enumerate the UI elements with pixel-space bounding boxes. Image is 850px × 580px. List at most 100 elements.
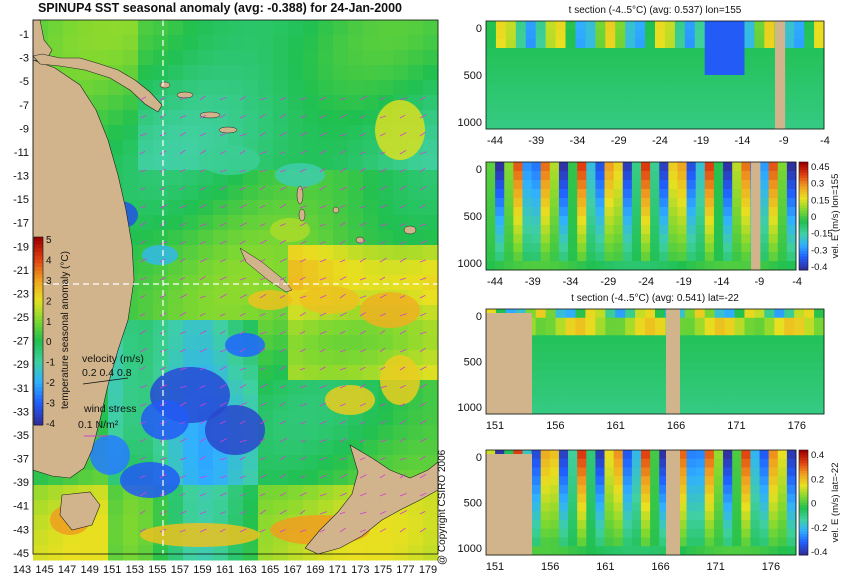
section-field-cell bbox=[744, 48, 755, 58]
section-field-cell bbox=[741, 180, 751, 190]
section-field-cell bbox=[741, 546, 751, 556]
section-field-cell bbox=[495, 261, 505, 271]
section-field-cell bbox=[545, 405, 556, 415]
wind-vector bbox=[339, 204, 346, 209]
section-field-cell bbox=[650, 261, 660, 271]
map-field-cell bbox=[348, 170, 364, 186]
map-field-cell bbox=[423, 125, 439, 141]
section-field-cell bbox=[784, 317, 795, 327]
section-field-cell bbox=[622, 485, 633, 495]
section-field-cell bbox=[505, 39, 517, 49]
wind-vector bbox=[199, 384, 206, 389]
section-field-cell bbox=[531, 171, 542, 181]
map-field-cell bbox=[183, 260, 199, 276]
wind-vector bbox=[319, 241, 326, 245]
wind-vector bbox=[279, 437, 288, 443]
section-field-cell bbox=[724, 387, 735, 397]
map-field-cell bbox=[288, 320, 304, 336]
section-field-cell bbox=[605, 317, 616, 327]
map-field-cell bbox=[318, 65, 334, 81]
section-field-cell bbox=[622, 252, 633, 262]
section-field-cell bbox=[750, 502, 760, 512]
section-field-cell bbox=[535, 352, 547, 362]
velocity-colorbar-cell bbox=[799, 552, 808, 556]
velocity-colorbar-cell bbox=[799, 216, 808, 220]
section-field-cell bbox=[686, 520, 697, 530]
map-field-cell bbox=[303, 335, 319, 351]
section-field-cell bbox=[615, 396, 626, 406]
wind-vector bbox=[339, 312, 347, 317]
section-field-cell bbox=[586, 234, 596, 244]
map-field-cell bbox=[48, 485, 64, 501]
wind-vector bbox=[179, 331, 186, 335]
wind-vector bbox=[299, 510, 306, 515]
map-field-cell bbox=[258, 155, 274, 171]
map-field-cell bbox=[183, 230, 199, 246]
section-field-cell bbox=[741, 171, 751, 181]
map-field-cell bbox=[318, 335, 334, 351]
section-field-cell bbox=[635, 75, 646, 85]
section-field-cell bbox=[585, 21, 596, 31]
wind-vector bbox=[299, 295, 307, 299]
section-field-cell bbox=[777, 485, 788, 495]
map-field-cell bbox=[153, 440, 169, 456]
map-field-cell bbox=[153, 50, 169, 66]
section-field-cell bbox=[605, 21, 616, 31]
map-field-cell bbox=[393, 530, 409, 546]
velocity-colorbar-tick: 0.2 bbox=[811, 474, 824, 485]
map-field-cell bbox=[198, 230, 214, 246]
map-field-cell bbox=[318, 350, 334, 366]
map-field-cell bbox=[333, 440, 349, 456]
section-field-cell bbox=[704, 120, 716, 130]
section-field-cell bbox=[645, 379, 656, 389]
section-field-cell bbox=[784, 30, 795, 40]
map-field-cell bbox=[153, 125, 169, 141]
section-field-cell bbox=[531, 261, 542, 271]
section-field-cell bbox=[655, 387, 666, 397]
velocity-colorbar-cell bbox=[799, 172, 808, 176]
map-field-cell bbox=[183, 305, 199, 321]
section-field-cell bbox=[531, 528, 542, 538]
section-field-cell bbox=[531, 198, 542, 208]
map-field-cell bbox=[228, 50, 244, 66]
section-field-cell bbox=[545, 379, 556, 389]
section-field-cell bbox=[595, 120, 606, 130]
section-field-cell bbox=[513, 180, 523, 190]
map-field-cell bbox=[108, 380, 124, 396]
section-field-cell bbox=[635, 309, 646, 319]
island-land bbox=[355, 236, 365, 244]
section-field-cell bbox=[704, 458, 715, 468]
section-field-cell bbox=[577, 485, 587, 495]
section-field-cell bbox=[677, 476, 687, 486]
map-field-cell bbox=[228, 80, 244, 96]
wind-vector bbox=[219, 475, 227, 479]
map-field-cell bbox=[198, 95, 214, 111]
map-field-cell bbox=[393, 440, 409, 456]
map-field-cell bbox=[228, 215, 244, 231]
map-field-cell bbox=[318, 410, 334, 426]
wind-vector bbox=[399, 257, 407, 263]
velocity-colorbar-cell bbox=[799, 549, 808, 553]
section-field-cell bbox=[595, 502, 605, 512]
section-field-cell bbox=[540, 180, 551, 190]
section-field-cell bbox=[558, 252, 569, 262]
section-field-cell bbox=[655, 66, 666, 76]
section-field-cell bbox=[605, 93, 616, 103]
section-field-cell bbox=[495, 216, 505, 226]
section-field-cell bbox=[555, 335, 566, 345]
section-field-cell bbox=[535, 379, 547, 389]
section-field-cell bbox=[744, 317, 755, 327]
section-field-cell bbox=[674, 21, 686, 31]
wind-vector bbox=[179, 222, 187, 227]
section-field-cell bbox=[724, 39, 735, 49]
map-colorbar-cell bbox=[34, 278, 43, 283]
section-field-cell bbox=[704, 520, 715, 530]
map-colorbar-cell bbox=[34, 372, 43, 377]
section-field-cell bbox=[723, 171, 733, 181]
section-field-cell bbox=[794, 120, 805, 130]
section-field-cell bbox=[694, 111, 706, 121]
map-field-cell bbox=[408, 35, 424, 51]
section-field-cell bbox=[595, 485, 605, 495]
section-field-cell bbox=[686, 537, 697, 547]
map-field-cell bbox=[138, 50, 154, 66]
